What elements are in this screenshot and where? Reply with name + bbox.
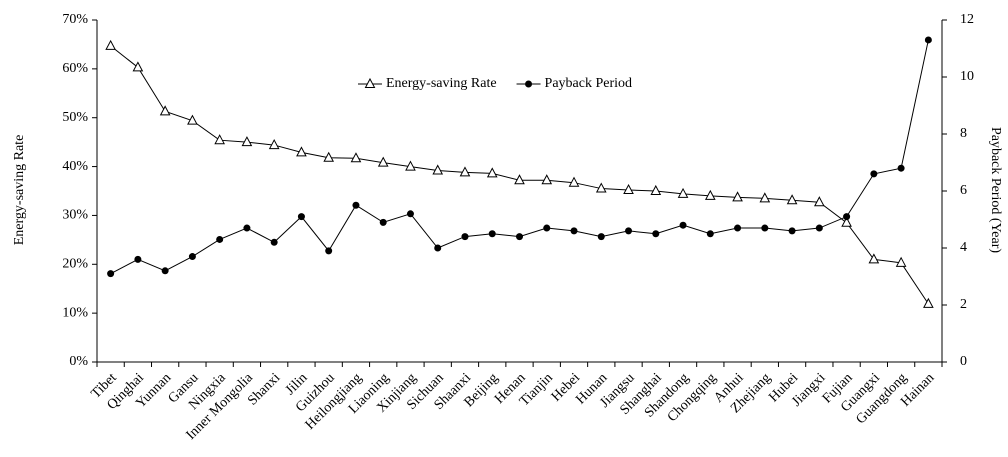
data-point xyxy=(759,192,771,203)
y-tick-label: 60% xyxy=(62,61,88,76)
data-point xyxy=(434,244,442,252)
data-point xyxy=(379,218,387,226)
data-point xyxy=(650,184,662,195)
data-point xyxy=(107,270,115,278)
data-point xyxy=(788,227,796,235)
data-point xyxy=(924,36,932,44)
data-point xyxy=(296,146,307,157)
data-point xyxy=(188,253,196,261)
data-point xyxy=(815,224,823,232)
data-point xyxy=(323,151,335,162)
data-point xyxy=(786,194,798,205)
data-point xyxy=(623,183,634,195)
data-point xyxy=(543,224,551,232)
data-point xyxy=(897,164,905,172)
data-point xyxy=(243,224,251,232)
y-tick-label: 0% xyxy=(69,354,88,369)
y2-tick-label: 4 xyxy=(960,240,967,255)
data-point xyxy=(161,267,169,275)
data-point xyxy=(870,170,878,178)
legend-marker xyxy=(364,77,376,88)
data-point xyxy=(923,297,934,308)
data-point xyxy=(541,174,553,185)
y2-tick-label: 0 xyxy=(960,354,967,369)
data-point xyxy=(814,196,825,207)
data-point xyxy=(843,213,851,221)
data-point xyxy=(270,238,278,246)
legend-label: Payback Period xyxy=(545,76,632,91)
data-point xyxy=(297,213,305,221)
data-point xyxy=(459,166,471,177)
data-point xyxy=(868,253,880,264)
data-point xyxy=(761,224,769,232)
data-point xyxy=(405,160,416,171)
data-point xyxy=(352,201,360,209)
data-point xyxy=(677,187,689,198)
legend-label: Energy-saving Rate xyxy=(386,76,497,91)
data-point xyxy=(732,191,743,202)
data-point xyxy=(350,152,362,163)
y-axis-label: Energy-saving Rate xyxy=(12,135,27,246)
y-tick-label: 30% xyxy=(62,208,88,223)
data-point xyxy=(461,233,469,241)
data-point xyxy=(568,176,580,187)
y-tick-label: 40% xyxy=(62,159,88,174)
data-point xyxy=(132,61,144,72)
data-point xyxy=(514,174,525,185)
data-point xyxy=(704,189,716,200)
data-point xyxy=(325,247,333,255)
data-point xyxy=(516,233,523,241)
data-point xyxy=(841,216,852,227)
data-point xyxy=(895,256,907,267)
data-point xyxy=(488,230,496,238)
data-point xyxy=(679,221,687,229)
y2-tick-label: 8 xyxy=(960,126,967,141)
data-point xyxy=(241,136,253,147)
data-point xyxy=(406,210,414,218)
y2-axis-label: Payback Period (Year) xyxy=(988,127,1003,253)
legend-marker xyxy=(525,80,533,88)
y2-tick-label: 12 xyxy=(960,12,974,27)
y-tick-label: 10% xyxy=(62,305,88,320)
y-tick-label: 20% xyxy=(62,257,88,272)
y2-tick-label: 10 xyxy=(960,69,974,84)
data-point xyxy=(652,230,660,238)
data-point xyxy=(187,114,198,125)
y-tick-label: 50% xyxy=(62,110,88,125)
data-point xyxy=(625,227,633,235)
y-tick-label: 70% xyxy=(62,12,88,27)
y2-tick-label: 6 xyxy=(960,183,967,198)
data-point xyxy=(134,255,142,263)
data-point xyxy=(570,227,578,235)
data-point xyxy=(706,230,714,238)
data-point xyxy=(597,233,605,241)
data-point xyxy=(159,105,171,116)
data-point xyxy=(377,156,389,167)
y2-tick-label: 2 xyxy=(960,297,967,312)
data-point xyxy=(105,39,116,50)
data-point xyxy=(214,134,225,145)
data-point xyxy=(216,235,224,243)
data-point xyxy=(734,224,742,232)
data-point xyxy=(595,182,607,193)
data-point xyxy=(268,139,280,150)
data-point xyxy=(432,164,444,175)
data-point xyxy=(486,167,498,178)
